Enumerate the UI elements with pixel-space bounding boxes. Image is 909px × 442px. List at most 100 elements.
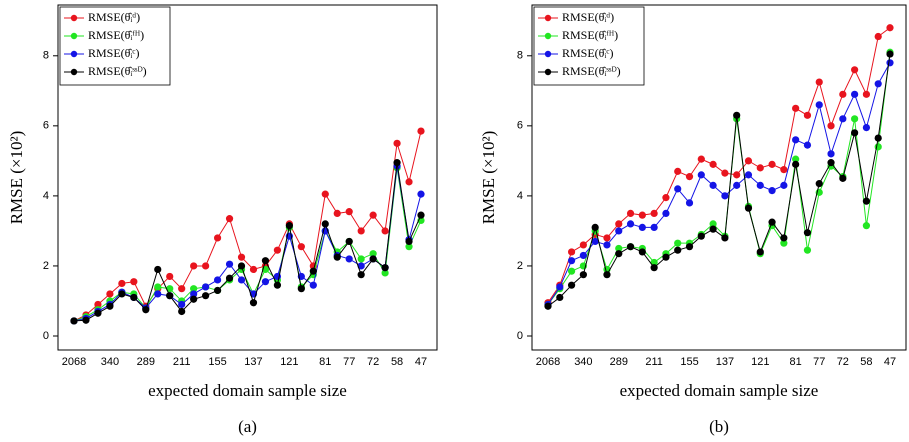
y-tick-label: 4: [517, 190, 523, 202]
data-point: [851, 66, 859, 74]
data-point: [721, 234, 729, 242]
data-point: [166, 272, 174, 281]
data-point: [393, 159, 401, 167]
data-point: [756, 248, 764, 256]
data-point: [567, 281, 576, 289]
data-point: [615, 250, 623, 258]
data-point: [567, 248, 576, 256]
data-point: [591, 223, 599, 232]
x-tick-label: 81: [319, 356, 331, 368]
data-point: [674, 246, 682, 254]
data-point: [886, 50, 894, 58]
series-line: [73, 162, 422, 322]
data-point: [202, 283, 210, 291]
data-point: [417, 190, 425, 198]
data-point: [768, 160, 776, 168]
data-point: [567, 257, 576, 265]
data-point: [417, 127, 425, 135]
data-point: [94, 300, 102, 309]
data-point: [202, 262, 210, 270]
data-point: [803, 141, 812, 149]
legend-marker: [544, 50, 552, 58]
y-tick-label: 2: [517, 260, 523, 272]
data-point: [650, 258, 658, 267]
data-point: [733, 171, 741, 179]
data-point: [333, 209, 341, 218]
data-point: [803, 111, 812, 119]
y-axis-label: RMSE (×10²): [7, 131, 26, 225]
data-point: [685, 243, 694, 251]
data-point: [417, 211, 425, 219]
data-point: [674, 239, 682, 247]
x-tick-label: 72: [837, 356, 849, 368]
data-point: [851, 90, 859, 98]
data-point: [780, 181, 788, 189]
data-point: [154, 290, 162, 298]
data-point: [827, 122, 835, 130]
data-point: [579, 251, 587, 260]
y-axis-label: RMSE (×10²): [479, 131, 498, 225]
data-point: [662, 194, 670, 202]
data-point: [839, 115, 847, 123]
legend-marker: [70, 32, 78, 40]
data-point: [815, 180, 823, 188]
data-point: [381, 269, 389, 277]
data-point: [357, 227, 365, 235]
x-tick-label: 155: [680, 356, 698, 368]
data-point: [82, 316, 90, 324]
x-tick-label: 211: [173, 356, 191, 368]
plot-frame: [57, 4, 438, 351]
data-point: [756, 164, 764, 172]
data-point: [333, 253, 341, 261]
data-point: [579, 241, 587, 249]
legend-label: RMSE(θ̂ᵢˢˢᴰ): [562, 64, 621, 78]
data-point: [638, 211, 646, 219]
x-tick-label: 72: [367, 356, 379, 368]
data-point: [827, 159, 835, 167]
data-point: [142, 306, 150, 314]
data-point: [249, 299, 258, 307]
data-point: [886, 24, 894, 32]
data-point: [556, 283, 564, 291]
data-point: [225, 215, 234, 223]
x-tick-label: 211: [645, 356, 663, 368]
data-point: [662, 253, 670, 261]
x-tick-label: 58: [860, 356, 872, 368]
data-point: [662, 209, 670, 218]
x-tick-label: 2068: [536, 356, 560, 368]
x-tick-label: 289: [610, 356, 628, 368]
data-point: [851, 129, 859, 137]
data-point: [178, 307, 186, 316]
data-point: [273, 281, 282, 289]
legend-marker: [70, 50, 78, 58]
legend-label: RMSE(θ̂ᵢˢˢᴰ): [88, 64, 147, 78]
data-point: [744, 171, 753, 179]
data-point: [862, 90, 871, 98]
data-point: [803, 246, 812, 254]
data-point: [178, 285, 186, 293]
data-point: [202, 292, 210, 300]
data-point: [792, 155, 800, 163]
y-tick-label: 8: [43, 50, 49, 62]
data-point: [405, 243, 413, 251]
data-point: [178, 300, 186, 309]
data-point: [309, 267, 317, 275]
x-tick-label: 58: [391, 356, 403, 368]
x-axis-label: expected domain sample size: [148, 381, 347, 400]
y-tick-label: 6: [517, 120, 523, 132]
x-tick-label: 137: [716, 356, 734, 368]
data-point: [556, 293, 564, 302]
data-point: [321, 220, 329, 228]
data-point: [345, 237, 353, 246]
data-point: [237, 253, 246, 261]
legend-label: RMSE(θ̂ᵢᶜ): [88, 46, 139, 60]
data-point: [154, 283, 162, 291]
data-point: [603, 271, 611, 279]
data-point: [756, 181, 764, 189]
data-point: [886, 59, 894, 67]
y-tick-label: 8: [517, 50, 523, 62]
legend-marker: [544, 14, 552, 22]
data-point: [709, 225, 717, 233]
caption: (b): [709, 417, 729, 436]
